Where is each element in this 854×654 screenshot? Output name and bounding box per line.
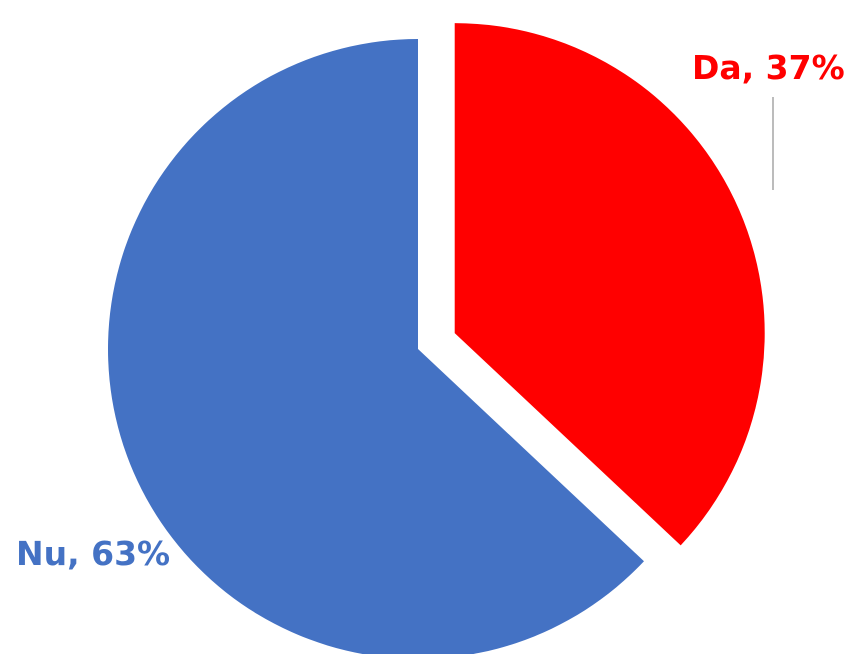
data-label-nu: Nu, 63% <box>16 534 170 573</box>
pie-slices <box>108 23 765 654</box>
data-label-da: Da, 37% <box>692 48 845 87</box>
pie-slice-da <box>454 23 765 546</box>
pie-slice-nu <box>108 39 644 654</box>
